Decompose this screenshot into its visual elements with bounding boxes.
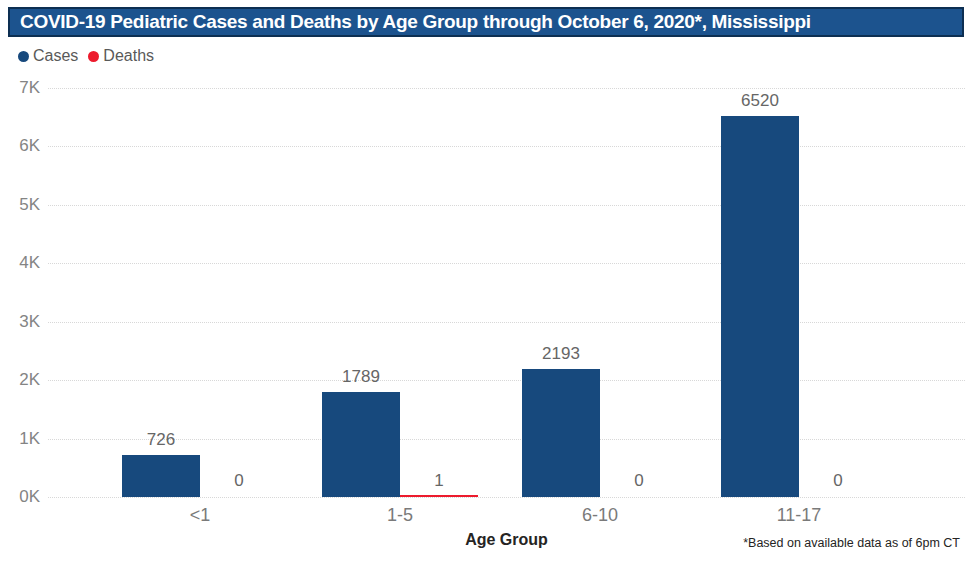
gridline-6K [48, 146, 965, 147]
x-axis-label-11-17: 11-17 [739, 505, 859, 525]
bar-deaths-1-5[interactable] [400, 495, 478, 497]
x-axis-label-<1: <1 [140, 505, 260, 525]
plot-area: 0K 1K 2K 3K 4K 5K 6K 7K 726 0 <1 1789 1 1-5 2193 0 6-10 6… [0, 0, 980, 568]
gridline-5K [48, 205, 965, 206]
y-axis-label-4K: 4K [6, 253, 40, 273]
data-label-cases-<1: 726 [102, 430, 220, 450]
x-axis-label-1-5: 1-5 [340, 505, 460, 525]
gridline-3K [48, 322, 965, 323]
chart-canvas: COVID-19 Pediatric Cases and Deaths by A… [0, 0, 980, 568]
y-axis-label-1K: 1K [6, 429, 40, 449]
y-axis-label-0K: 0K [6, 487, 40, 507]
footnote: *Based on available data as of 6pm CT [743, 536, 960, 550]
gridline-2K [48, 380, 965, 381]
y-axis-label-6K: 6K [6, 136, 40, 156]
data-label-deaths-<1: 0 [180, 471, 298, 491]
x-axis-label-6-10: 6-10 [540, 505, 660, 525]
data-label-deaths-6-10: 0 [580, 471, 698, 491]
data-label-cases-6-10: 2193 [502, 344, 620, 364]
gridline-4K [48, 263, 965, 264]
gridline-0K [48, 497, 965, 498]
gridline-7K [48, 88, 965, 89]
y-axis-label-7K: 7K [6, 78, 40, 98]
bar-cases-11-17[interactable] [721, 116, 799, 497]
data-label-cases-1-5: 1789 [302, 367, 420, 387]
data-label-deaths-11-17: 0 [779, 471, 897, 491]
data-label-cases-11-17: 6520 [701, 91, 819, 111]
y-axis-label-2K: 2K [6, 370, 40, 390]
y-axis-label-3K: 3K [6, 312, 40, 332]
data-label-deaths-1-5: 1 [380, 471, 498, 491]
y-axis-label-5K: 5K [6, 195, 40, 215]
